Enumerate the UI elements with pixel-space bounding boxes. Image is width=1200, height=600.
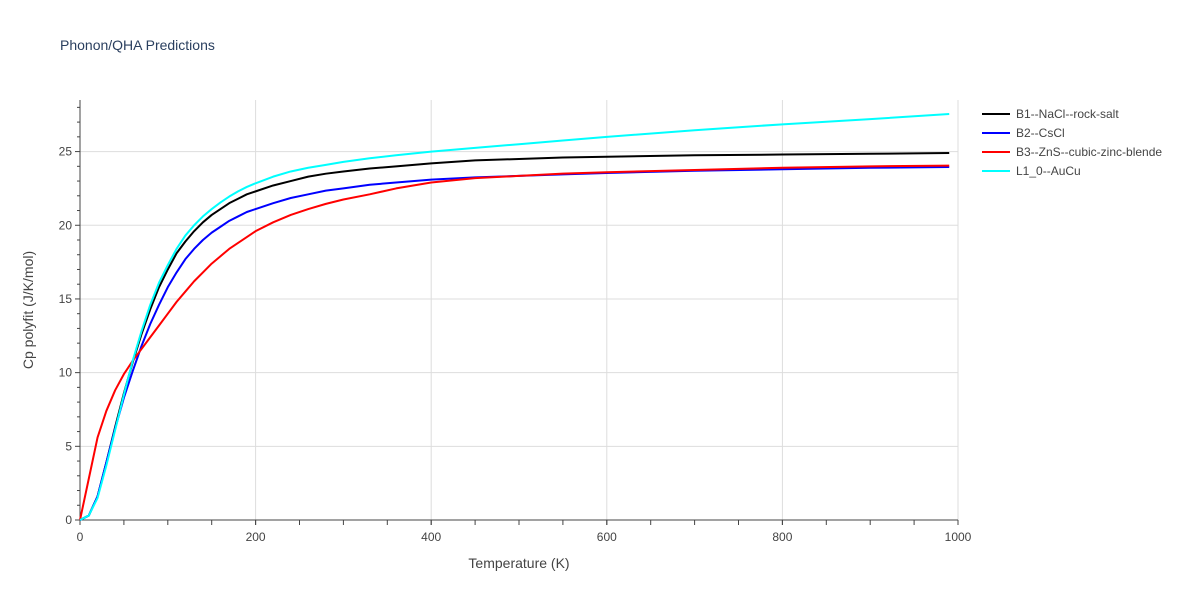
x-tick-label: 800	[772, 530, 792, 544]
axes: 0 200 400 600 800 1000 0 5 10 15 20 25	[59, 100, 972, 544]
series-line-4[interactable]	[79, 113, 950, 521]
grid-lines	[80, 100, 959, 520]
legend-item[interactable]: B3--ZnS--cubic-zinc-blende	[982, 145, 1162, 159]
legend-label: B2--CsCl	[1016, 126, 1065, 140]
legend-label: B3--ZnS--cubic-zinc-blende	[1016, 145, 1162, 159]
y-tick-label: 5	[65, 439, 72, 453]
legend[interactable]: B1--NaCl--rock-salt B2--CsCl B3--ZnS--cubi…	[982, 107, 1162, 178]
x-tick-label: 1000	[945, 530, 972, 544]
x-tick-label: 0	[77, 530, 84, 544]
y-tick-label: 15	[59, 292, 73, 306]
legend-label: L1_0--AuCu	[1016, 164, 1081, 178]
y-tick-label: 10	[59, 366, 73, 380]
legend-item[interactable]: B2--CsCl	[982, 126, 1065, 140]
x-tick-label: 600	[597, 530, 617, 544]
x-axis-title: Temperature (K)	[468, 555, 569, 571]
chart-title: Phonon/QHA Predictions	[60, 37, 215, 53]
y-tick-label: 25	[59, 145, 73, 159]
x-tick-label: 200	[246, 530, 266, 544]
y-tick-label: 20	[59, 218, 73, 232]
series-lines	[79, 113, 950, 521]
x-tick-label: 400	[421, 530, 441, 544]
legend-item[interactable]: L1_0--AuCu	[982, 164, 1081, 178]
y-axis-title: Cp polyfit (J/K/mol)	[20, 251, 36, 369]
y-tick-label: 0	[65, 513, 72, 527]
legend-item[interactable]: B1--NaCl--rock-salt	[982, 107, 1119, 121]
legend-label: B1--NaCl--rock-salt	[1016, 107, 1119, 121]
